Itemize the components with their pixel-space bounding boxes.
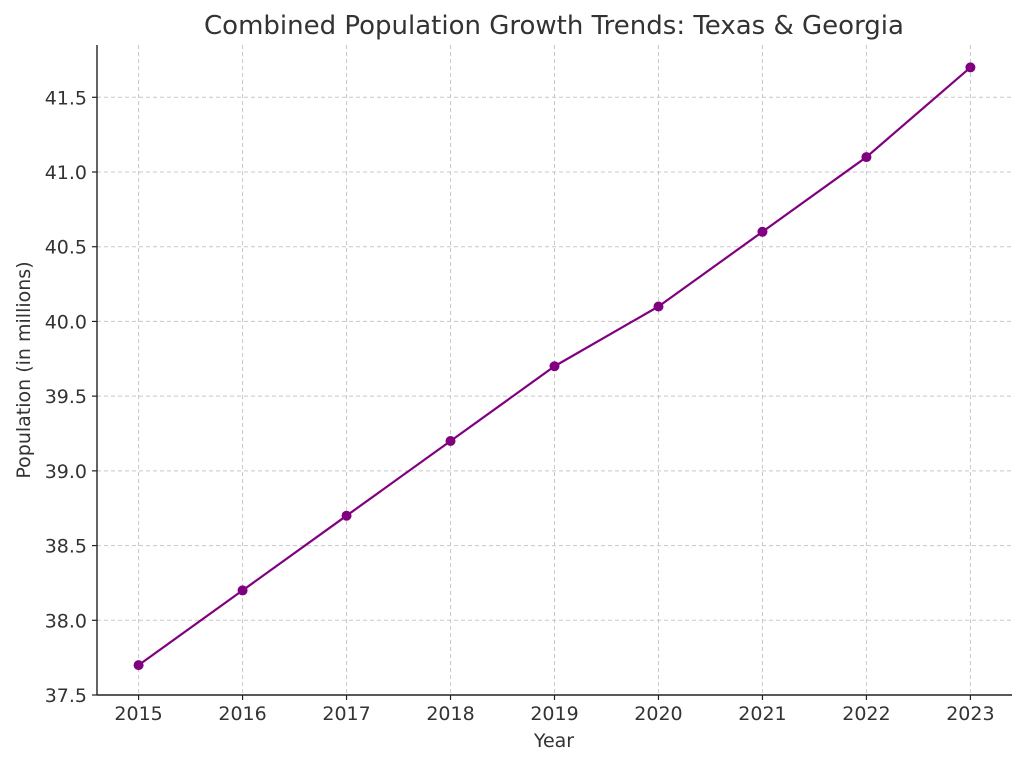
data-point-2019 [549,361,560,372]
axes: 2015 2016 2017 2018 2019 2020 2021 2022 2023 37.5… [45,45,1012,725]
y-tick-label-3: 39.0 [45,461,87,483]
x-tick-label-0: 2015 [114,703,162,725]
series-layer [133,62,976,671]
x-tick-label-7: 2022 [842,703,890,725]
y-tick-label-6: 40.5 [45,237,87,259]
y-tick-label-0: 37.5 [45,685,87,707]
x-tick-label-2: 2017 [322,703,370,725]
y-tick-label-5: 40.0 [45,311,87,333]
data-point-2021 [757,226,768,237]
x-tick-label-3: 2018 [426,703,474,725]
data-point-2016 [237,585,248,596]
x-tick-label-6: 2021 [738,703,786,725]
x-tick-label-4: 2019 [530,703,578,725]
data-point-2017 [341,510,352,521]
data-point-2018 [445,435,456,446]
y-tick-label-1: 38.0 [45,610,87,632]
data-point-2015 [133,660,144,671]
data-point-2020 [653,301,664,312]
x-tick-label-8: 2023 [946,703,994,725]
x-axis-label: Year [533,730,574,752]
data-point-2023 [965,62,976,73]
y-tick-label-4: 39.5 [45,386,87,408]
x-tick-label-1: 2016 [218,703,266,725]
y-axis-label: Population (in millions) [13,261,35,478]
chart-title: Combined Population Growth Trends: Texas… [204,11,904,41]
y-tick-label-8: 41.5 [45,87,87,109]
x-tick-label-5: 2020 [634,703,682,725]
y-tick-label-7: 41.0 [45,162,87,184]
data-point-2022 [861,152,872,163]
y-tick-label-2: 38.5 [45,536,87,558]
